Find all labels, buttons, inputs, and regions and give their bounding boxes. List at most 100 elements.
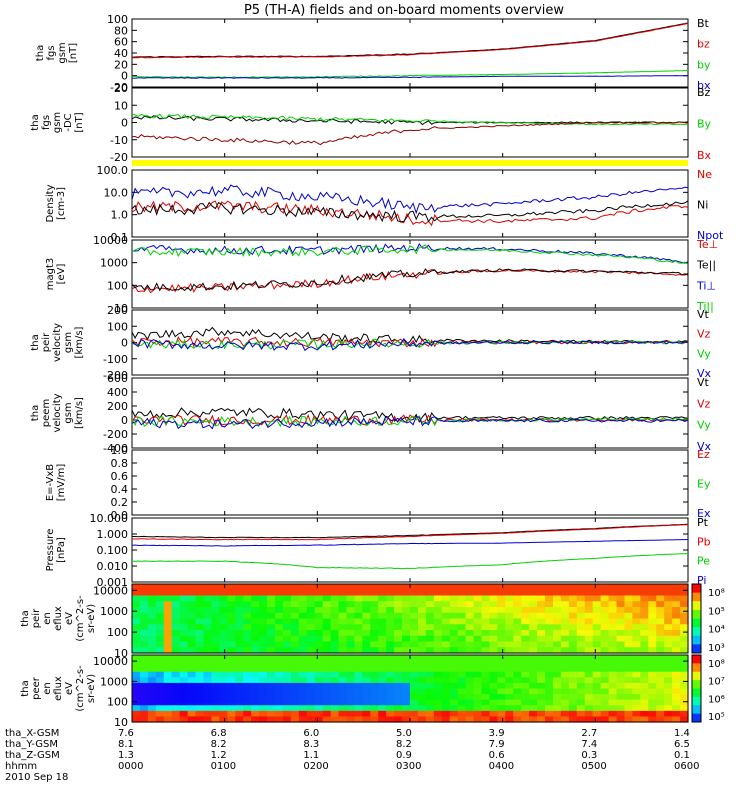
spectrogram-cell bbox=[378, 589, 387, 597]
spectrogram-cell bbox=[139, 589, 149, 597]
colorbar-segment bbox=[692, 655, 701, 664]
spectrogram-cell bbox=[394, 635, 403, 643]
spectrogram-cell bbox=[529, 635, 538, 643]
spectrogram-cell bbox=[282, 595, 292, 602]
spectrogram-cell bbox=[370, 584, 379, 591]
spectrogram-cell bbox=[648, 688, 657, 695]
spectrogram-cell bbox=[417, 705, 427, 712]
spectrogram-cell bbox=[449, 694, 459, 701]
spectrogram-cell bbox=[513, 655, 522, 662]
spectrogram-cell bbox=[545, 641, 554, 648]
spectrogram-cell bbox=[346, 677, 355, 684]
spectrogram-cell bbox=[537, 607, 546, 614]
spectrogram-cell bbox=[330, 677, 340, 684]
spectrogram-cell bbox=[298, 660, 308, 667]
spectrogram-cell bbox=[378, 612, 387, 620]
legend-entry: By bbox=[697, 118, 712, 131]
spectrogram-cell bbox=[362, 589, 371, 597]
spectrogram-cell bbox=[362, 677, 371, 684]
spectrogram-cell bbox=[449, 647, 459, 654]
spectrogram-cell bbox=[211, 618, 220, 625]
y-tick-label: 100 bbox=[107, 279, 128, 292]
spectrogram-cell bbox=[306, 671, 316, 678]
spectrogram-cell bbox=[584, 682, 594, 690]
spectrogram-cell bbox=[545, 630, 554, 637]
spectrogram-cell bbox=[132, 641, 141, 648]
spectrogram-cell bbox=[521, 694, 530, 701]
spectrogram-cell bbox=[441, 716, 451, 723]
ephemeris-label: tha_X-GSM bbox=[5, 728, 60, 739]
spectrogram-cell bbox=[370, 682, 379, 690]
spectrogram-cell bbox=[568, 584, 578, 591]
spectrogram-cell bbox=[179, 607, 189, 614]
legend-entry: Vy bbox=[697, 419, 711, 432]
spectrogram-cell bbox=[505, 589, 514, 597]
spectrogram-cell bbox=[584, 589, 594, 597]
spectrogram-cell bbox=[648, 694, 657, 701]
spectrogram-cell bbox=[672, 607, 681, 614]
spectrogram-cell bbox=[481, 612, 491, 620]
spectrogram-cell bbox=[592, 688, 602, 695]
spectrogram-cell bbox=[672, 705, 681, 712]
spectrogram-cell bbox=[608, 630, 618, 637]
spectrogram-cell bbox=[132, 655, 141, 662]
spectrogram-cell bbox=[648, 699, 657, 706]
spectrogram-cell bbox=[449, 660, 459, 667]
spectrogram-cell bbox=[537, 694, 546, 701]
spectrogram-cell bbox=[267, 671, 276, 678]
spectrogram-cell bbox=[195, 705, 205, 712]
legend-entry: Pe bbox=[697, 555, 710, 568]
spectrogram-cell bbox=[267, 612, 276, 620]
spectrogram-cell bbox=[417, 630, 427, 637]
spectrogram-cell bbox=[362, 705, 371, 712]
spectrogram-cell bbox=[433, 705, 443, 712]
spectrogram-cell bbox=[251, 705, 260, 712]
spectrogram-cell bbox=[656, 595, 665, 602]
spectrogram-cell bbox=[529, 584, 538, 591]
spectrogram-cell bbox=[251, 666, 260, 673]
spectrogram-cell bbox=[227, 671, 236, 678]
spectrogram-cell bbox=[521, 660, 530, 667]
spectrogram-cell bbox=[354, 710, 363, 718]
spectrogram-cell bbox=[425, 641, 435, 648]
panel-electron_spectrogram: 10⁸10⁷10⁶10⁵10000100010010thapeereneflux… bbox=[20, 654, 725, 729]
spectrogram-cell bbox=[211, 641, 220, 648]
spectrogram-cell bbox=[457, 630, 467, 637]
spectrogram-cell bbox=[195, 671, 205, 678]
spectrogram-cell bbox=[195, 688, 205, 695]
spectrogram-cell bbox=[465, 694, 475, 701]
spectrogram-cell bbox=[267, 699, 276, 706]
spectrogram-cell bbox=[449, 630, 459, 637]
spectrogram-cell bbox=[330, 601, 340, 608]
spectrogram-cell bbox=[505, 666, 514, 673]
spectrogram-cell bbox=[274, 601, 284, 608]
spectrogram-cell bbox=[394, 660, 403, 667]
spectrogram-cell bbox=[552, 710, 562, 718]
spectrogram-cell bbox=[560, 601, 570, 608]
spectrogram-cell bbox=[433, 699, 443, 706]
y-tick-label: 40 bbox=[114, 47, 128, 60]
spectrogram-cell bbox=[306, 688, 316, 695]
spectrogram-cell bbox=[282, 682, 292, 690]
y-tick-label: 60 bbox=[114, 36, 128, 49]
spectrogram-cell bbox=[417, 666, 427, 673]
spectrogram-cell bbox=[139, 699, 149, 706]
spectrogram-cell bbox=[402, 705, 411, 712]
spectrogram-cell bbox=[417, 677, 427, 684]
spectrogram-cell bbox=[290, 647, 300, 654]
spectrogram-cell bbox=[330, 682, 340, 690]
spectrogram-cell bbox=[378, 607, 387, 614]
spectrogram-cell bbox=[672, 694, 681, 701]
spectrogram-cell bbox=[274, 618, 284, 625]
spectrogram-cell bbox=[529, 710, 538, 718]
spectrogram-cell bbox=[306, 607, 316, 614]
spectrogram-cell bbox=[386, 607, 395, 614]
legend-entry: Vz bbox=[697, 328, 711, 341]
y-axis-label-line: en bbox=[42, 682, 53, 695]
ephemeris-value: 1.1 bbox=[303, 750, 320, 761]
series-line-Pe bbox=[131, 553, 689, 570]
spectrogram-cell bbox=[521, 607, 530, 614]
spectrogram-cell bbox=[600, 647, 610, 654]
spectrogram-cell bbox=[298, 716, 308, 723]
spectrogram-cell bbox=[584, 655, 594, 662]
